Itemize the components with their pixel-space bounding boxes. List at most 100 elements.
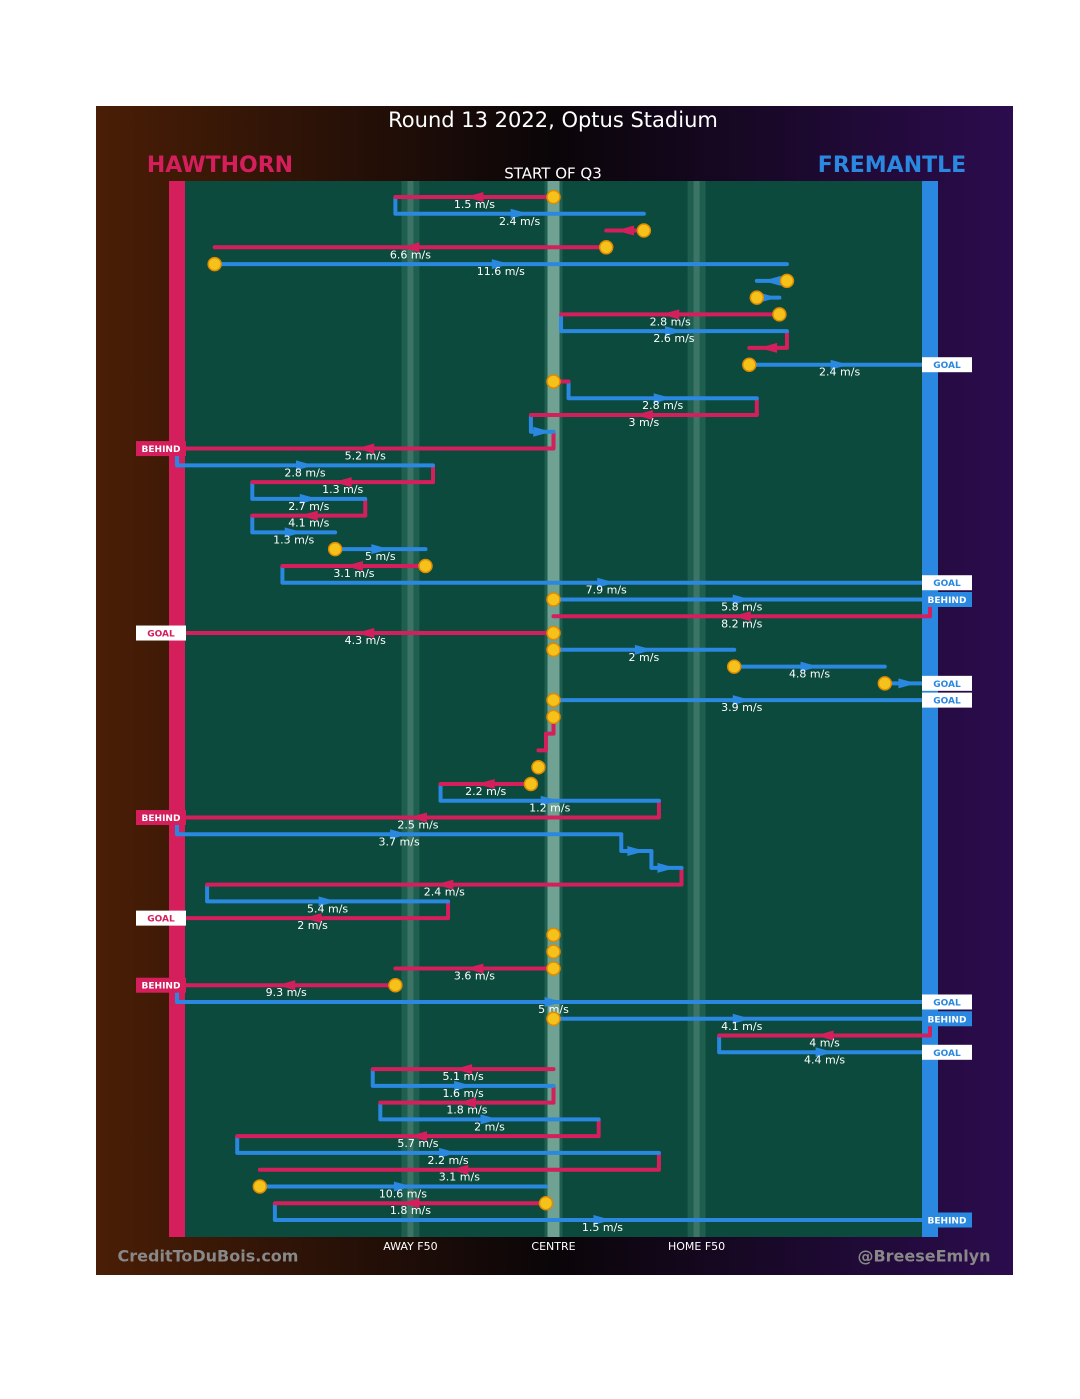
speed-label: 8.2 m/s <box>721 617 762 630</box>
arrow <box>393 1181 412 1192</box>
result-box <box>136 810 186 826</box>
speed-label: 4.3 m/s <box>345 634 386 647</box>
stoppage <box>598 240 614 255</box>
team-bar <box>922 181 938 1237</box>
arrow <box>540 795 559 806</box>
speed-label: 4.4 m/s <box>804 1053 845 1066</box>
result-label: BEHIND <box>928 596 967 606</box>
result-box <box>922 1011 972 1027</box>
stoppage <box>636 223 652 238</box>
arrow <box>284 527 303 538</box>
stoppage <box>546 374 561 389</box>
result-box <box>136 977 186 993</box>
speed-label: 2 m/s <box>629 651 660 664</box>
arrow <box>318 896 337 907</box>
result-label: BEHIND <box>928 1217 967 1227</box>
stoppage <box>388 977 403 993</box>
speed-label: 1.3 m/s <box>322 483 363 496</box>
speed-label: 1.5 m/s <box>582 1221 623 1234</box>
team-name: HAWTHORN <box>147 153 293 178</box>
arrow <box>299 493 318 504</box>
arrow <box>457 1097 476 1108</box>
stoppage <box>546 625 561 641</box>
stoppage <box>252 1179 268 1194</box>
result-label: GOAL <box>933 998 961 1008</box>
speed-label: 4 m/s <box>809 1037 840 1050</box>
arrow <box>465 192 484 202</box>
arrow <box>465 963 484 974</box>
arrow <box>898 678 917 689</box>
arrow <box>435 879 454 890</box>
speed-label: 2.4 m/s <box>424 886 465 899</box>
stoppage <box>546 961 561 976</box>
arrow <box>439 1147 458 1158</box>
arrow <box>491 259 510 270</box>
speed-label: 2.4 m/s <box>819 366 860 379</box>
result-box <box>136 441 186 457</box>
result-box <box>922 1044 972 1060</box>
result-label: GOAL <box>933 579 961 589</box>
x-tick-label: AWAY F50 <box>383 1240 437 1253</box>
arrow <box>653 393 672 404</box>
speed-label: 5.1 m/s <box>443 1070 484 1083</box>
speed-label: 3 m/s <box>629 416 660 429</box>
speed-label: 10.6 m/s <box>379 1187 427 1200</box>
speed-label: 5.2 m/s <box>345 450 386 463</box>
speed-label: 2.8 m/s <box>650 315 691 328</box>
speed-label: 5 m/s <box>365 550 396 563</box>
speed-label: 3.9 m/s <box>721 701 762 714</box>
arrow <box>408 1131 427 1142</box>
stoppage <box>546 642 561 658</box>
arrow <box>664 326 683 337</box>
arrow <box>450 1164 469 1175</box>
speed-label: 4.1 m/s <box>721 1020 762 1033</box>
speed-label: 5.8 m/s <box>721 600 762 613</box>
speed-label: 5 m/s <box>538 1003 569 1016</box>
result-label: GOAL <box>933 697 961 707</box>
stoppage <box>749 290 765 305</box>
x-tick-label: HOME F50 <box>668 1240 725 1253</box>
credit: CreditToDuBois.com <box>118 1247 299 1266</box>
team-name: FREMANTLE <box>818 153 966 178</box>
arrow <box>732 695 751 706</box>
arrow <box>762 275 781 286</box>
credit: @BreeseEmlyn <box>857 1247 990 1266</box>
speed-label: 3.1 m/s <box>333 567 374 580</box>
arrow <box>657 862 676 873</box>
result-label: BEHIND <box>142 445 181 455</box>
arrow <box>732 1013 751 1024</box>
speed-label: 4.1 m/s <box>288 517 329 530</box>
speed-label: 2.6 m/s <box>653 332 694 345</box>
stoppage <box>531 759 546 775</box>
arrow <box>815 1030 834 1041</box>
arrow <box>454 1080 473 1091</box>
arrow <box>815 1047 834 1058</box>
speed-label: 3.6 m/s <box>454 969 495 982</box>
arrow <box>732 611 751 622</box>
stoppage <box>546 1011 561 1027</box>
speed-label: 2.8 m/s <box>642 399 683 412</box>
speed-label: 1.8 m/s <box>446 1104 487 1117</box>
speed-label: 1.2 m/s <box>529 802 570 815</box>
speed-label: 1.3 m/s <box>273 533 314 546</box>
stoppage <box>538 1195 554 1211</box>
arrow <box>634 644 653 655</box>
result-label: GOAL <box>147 630 175 640</box>
arrow <box>390 829 409 840</box>
stoppage <box>546 189 561 205</box>
arrow <box>759 342 778 353</box>
result-box <box>922 575 972 591</box>
arrow <box>356 628 375 639</box>
result-label: GOAL <box>933 1049 961 1059</box>
stoppage <box>546 709 561 725</box>
arrow <box>616 225 635 236</box>
stoppage <box>877 676 893 691</box>
chart-title: Round 13 2022, Optus Stadium <box>388 108 718 132</box>
arrow <box>476 778 495 789</box>
speed-label: 5.4 m/s <box>307 902 348 915</box>
arrow <box>533 426 552 437</box>
speed-label: 6.6 m/s <box>390 248 431 261</box>
arrow <box>661 309 680 320</box>
arrow <box>401 242 420 253</box>
arrow <box>333 477 352 488</box>
